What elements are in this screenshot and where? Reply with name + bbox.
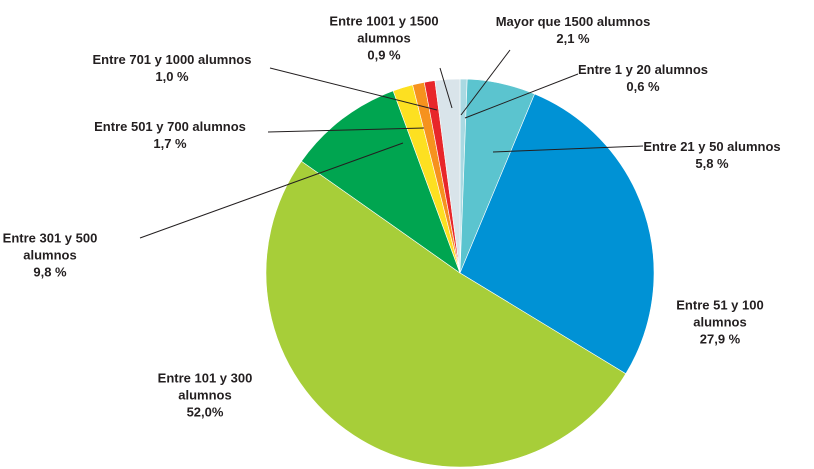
leader-line <box>269 67 438 111</box>
slice-label: Mayor que 1500 alumnos 2,1 % <box>496 13 651 47</box>
slice-category: Mayor que 1500 alumnos <box>495 14 651 29</box>
slice-label: Entre 101 y 300 alumnos 52,0% <box>150 370 260 421</box>
slice-category: Entre 301 y 500 alumnos <box>2 230 98 263</box>
slice-label: Entre 701 y 1000 alumnos 1,0 % <box>93 51 252 85</box>
slice-category: Entre 21 y 50 alumnos <box>643 139 781 154</box>
pie-slice <box>459 93 655 375</box>
slice-label: Entre 21 y 50 alumnos 5,8 % <box>643 138 780 172</box>
leader-line <box>439 67 453 109</box>
slice-label: Entre 1 y 20 alumnos 0,6 % <box>578 61 708 95</box>
slice-value: 9,8 % <box>33 264 67 280</box>
pie-slice <box>434 78 461 274</box>
slice-value: 2,1 % <box>556 31 590 46</box>
slice-value: 5,8 % <box>695 156 729 171</box>
slice-category: Entre 1001 y 1500 alumnos <box>329 13 439 46</box>
slice-label: Entre 301 y 500 alumnos 9,8 % <box>0 230 105 281</box>
slice-category: Entre 501 y 700 alumnos <box>94 119 246 134</box>
slice-value: 1,0 % <box>155 69 189 84</box>
slice-category: Entre 51 y 100 alumnos <box>676 297 764 330</box>
leader-line <box>492 145 644 153</box>
slice-category: Entre 1 y 20 alumnos <box>577 62 709 77</box>
slice-value: 1,7 % <box>153 136 187 151</box>
leader-line <box>464 73 579 119</box>
leader-line <box>460 49 511 116</box>
slice-category: Entre 101 y 300 alumnos <box>157 370 253 403</box>
leader-line <box>139 142 404 239</box>
slice-value: 27,9 % <box>699 331 741 347</box>
slice-label: Entre 51 y 100 alumnos 27,9 % <box>665 297 775 348</box>
slice-label: Entre 1001 y 1500 alumnos 0,9 % <box>317 13 452 64</box>
slice-label: Entre 501 y 700 alumnos 1,7 % <box>94 118 246 152</box>
leader-line <box>267 127 425 133</box>
pie-slice <box>265 160 627 468</box>
slice-value: 52,0% <box>186 404 224 420</box>
slice-category: Entre 701 y 1000 alumnos <box>92 52 252 67</box>
pie-slice <box>301 90 461 274</box>
slice-value: 0,9 % <box>367 47 401 63</box>
slice-value: 0,6 % <box>626 79 660 94</box>
